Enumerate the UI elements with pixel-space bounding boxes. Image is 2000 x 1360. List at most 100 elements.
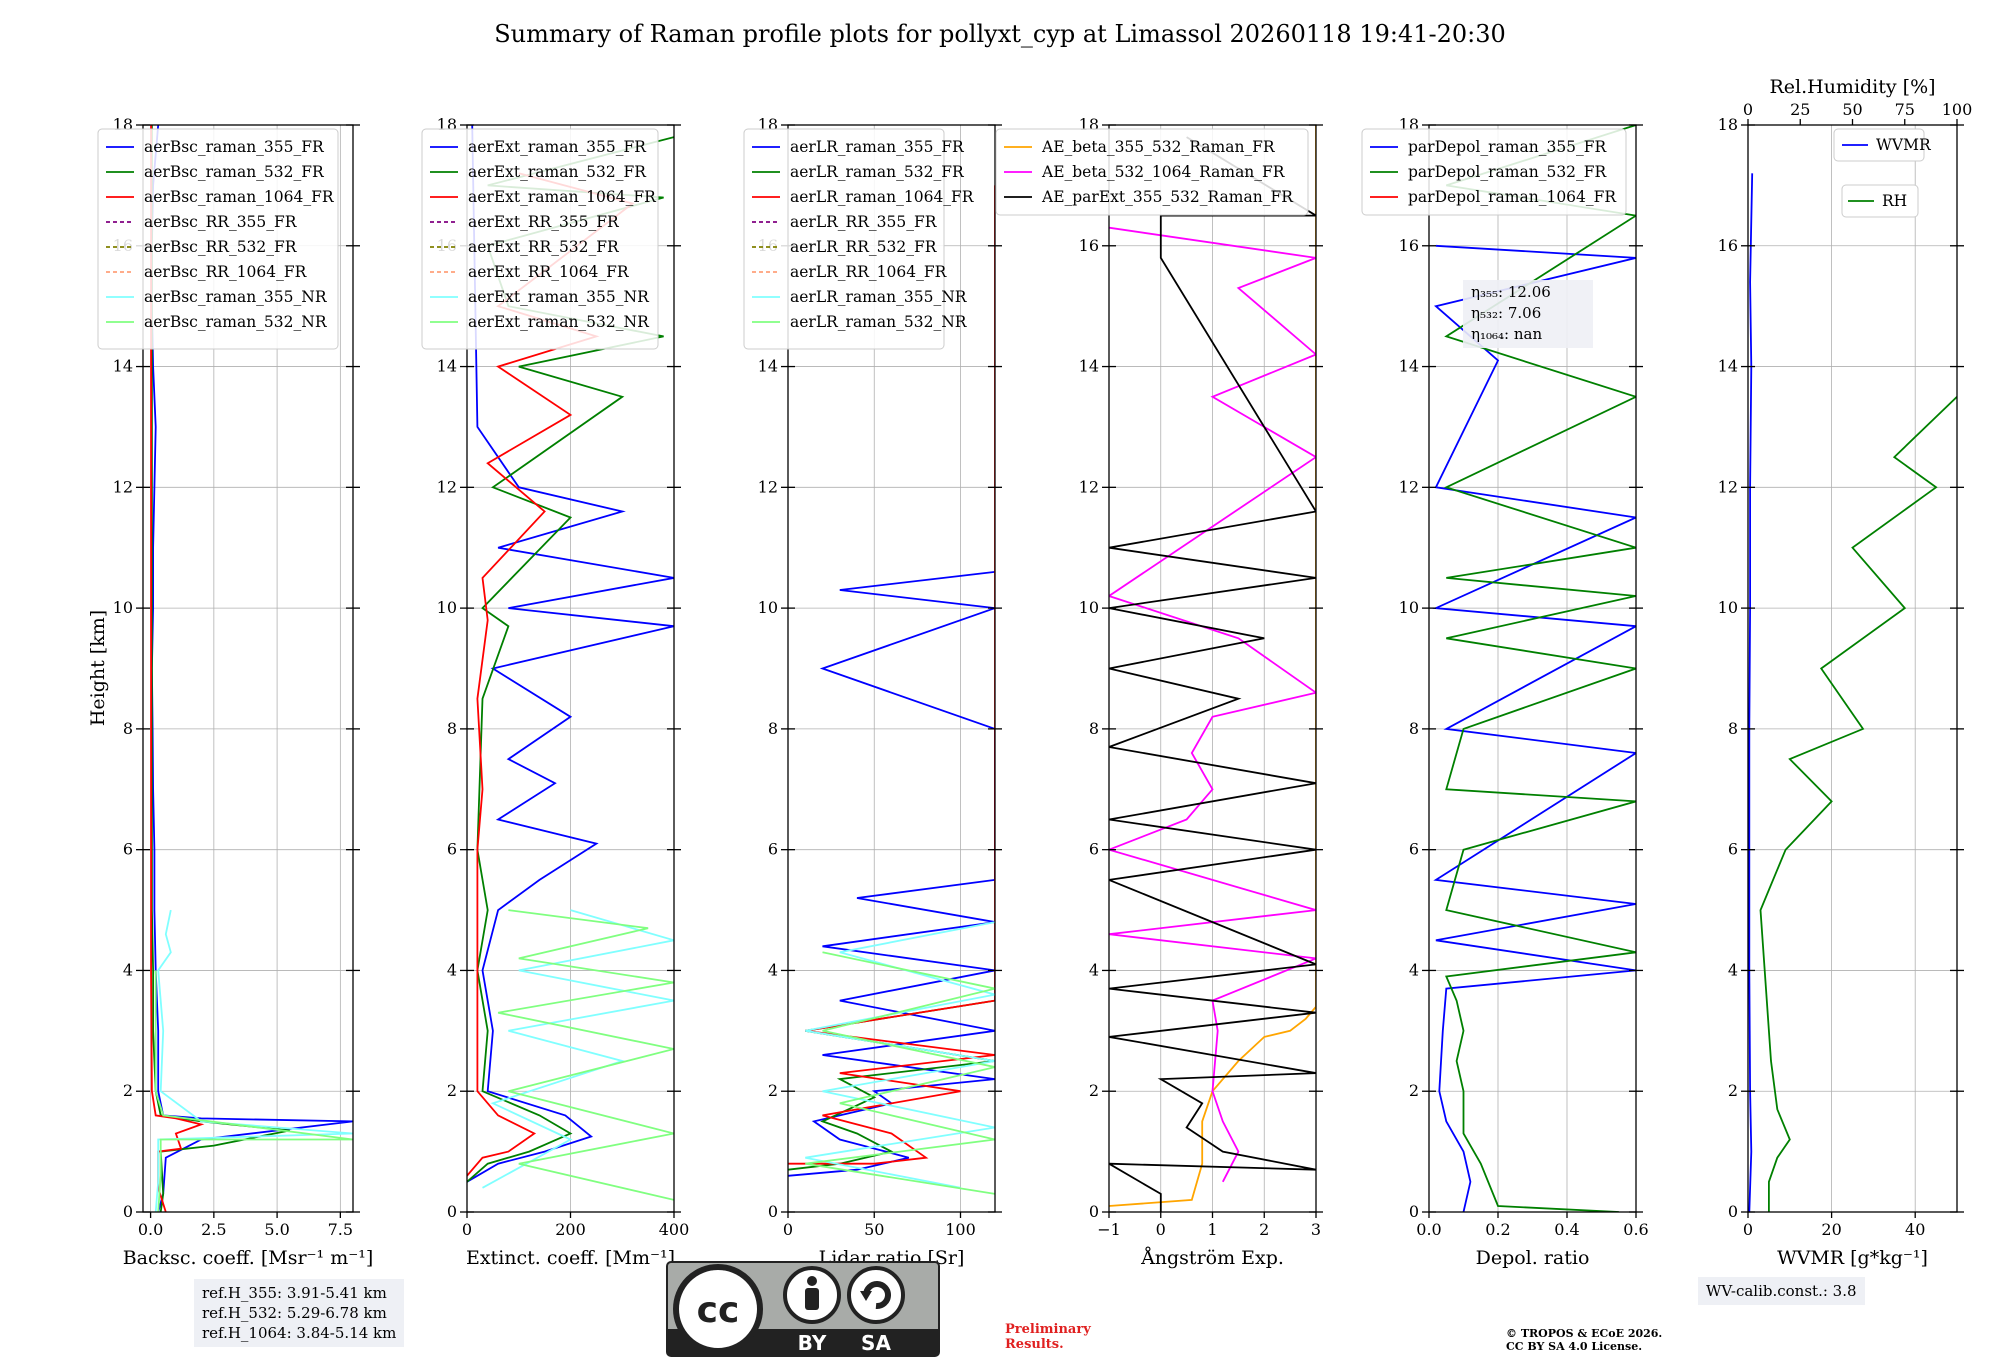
series-aerLR_raman_532_NR	[805, 951, 995, 1195]
ytick-label: 8	[768, 719, 778, 738]
xtick-label: 2.5	[201, 1220, 226, 1239]
annotation-box	[1463, 280, 1593, 348]
legend-wvmr: WVMR	[1833, 128, 1932, 162]
series-aerBsc_raman_532_NR	[154, 970, 353, 1212]
panel-wvmr: 0 2 4 6 8 10 12 14 16 18 0 20 40 WVMR [g*kg⁻¹] 0 25 50 75…	[1718, 76, 1973, 1269]
axes-frame	[787, 124, 996, 1213]
annotation-line: η₅₃₂: 7.06	[1471, 304, 1541, 322]
legend-label: aerLR_raman_532_FR	[790, 163, 965, 181]
ytick-label: 12	[1718, 477, 1738, 496]
series-AE_beta_355_532_Raman_FR	[1109, 125, 1316, 1207]
xaxis-label: WVMR [g*kg⁻¹]	[1777, 1247, 1928, 1269]
xtick-label: 1	[1207, 1220, 1217, 1239]
legend-label: aerLR_raman_355_NR	[790, 288, 968, 306]
ytick-label: 6	[1089, 840, 1099, 859]
series-RH	[1759, 396, 1957, 1212]
series-aerLR_raman_355_FR	[788, 571, 995, 1177]
x2tick-label: 100	[1942, 100, 1973, 119]
cc-by-sa-badge: cc BY SA	[666, 1261, 940, 1357]
series-aerExt_raman_355_NR	[482, 909, 674, 1189]
ytick-label: 16	[1718, 236, 1738, 255]
legend-label: RH	[1882, 192, 1907, 210]
xtick-label: 0.0	[1416, 1220, 1441, 1239]
panel-extinction: 0246810121416180200400Extinct. coeff. [M…	[421, 115, 689, 1269]
ytick-label: 2	[447, 1081, 457, 1100]
legend: AE_beta_355_532_Raman_FR AE_beta_532_1064…	[995, 128, 1309, 216]
ytick-label: 6	[1728, 840, 1738, 859]
legend-frame	[97, 128, 339, 350]
ytick-label: 10	[437, 598, 457, 617]
ytick-label: 4	[1728, 960, 1738, 979]
ytick-label: 18	[1718, 115, 1738, 134]
x2tick-label: 25	[1790, 100, 1810, 119]
series-aerExt_raman_532_NR	[497, 909, 674, 1201]
reference-height-box: ref.H_355: 3.91-5.41 km ref.H_532: 5.29-…	[194, 1279, 405, 1347]
legend-label: aerBsc_raman_532_FR	[144, 163, 325, 181]
preliminary-results-note: Preliminary Results.	[1005, 1322, 1091, 1352]
annotation-line: η₃₅₅: 12.06	[1471, 283, 1551, 301]
series-group	[788, 185, 995, 1195]
legend-frame	[1361, 128, 1627, 216]
share-alike-icon	[847, 1266, 905, 1324]
xtick-label: 0	[1156, 1220, 1166, 1239]
xtick-label: 0.0	[138, 1220, 163, 1239]
ytick-label: 12	[758, 477, 778, 496]
ytick-label: 0	[447, 1202, 457, 1221]
ytick-label: 4	[123, 960, 133, 979]
ytick-label: 4	[447, 960, 457, 979]
series-aerLR_raman_1064_FR	[788, 185, 995, 1165]
xtick-label: −1	[1097, 1220, 1121, 1239]
xtick-label: 200	[555, 1220, 586, 1239]
axes-frame	[142, 124, 354, 1213]
series-group	[150, 125, 353, 1212]
x2tick-label: 75	[1895, 100, 1915, 119]
series-WVMR	[1748, 173, 1754, 1212]
legend-label: AE_beta_355_532_Raman_FR	[1041, 138, 1276, 156]
ytick-label: 14	[1399, 357, 1419, 376]
legend-label: aerExt_raman_532_NR	[468, 313, 650, 331]
legend-label: aerLR_RR_532_FR	[790, 238, 938, 256]
ytick-label: 10	[113, 598, 133, 617]
legend-frame	[1833, 128, 1925, 162]
ref-height-1064: ref.H_1064: 3.84-5.14 km	[202, 1324, 397, 1342]
legend-label: aerExt_raman_1064_FR	[468, 188, 657, 206]
ytick-label: 0	[1409, 1202, 1419, 1221]
series-group	[1109, 125, 1316, 1212]
xtick-label: 0	[462, 1220, 472, 1239]
xtick-label: 0.6	[1623, 1220, 1648, 1239]
ytick-label: 8	[1728, 719, 1738, 738]
series-aerBsc_raman_355_NR	[154, 909, 353, 1212]
wv-calib-const: WV-calib.const.: 3.8	[1706, 1282, 1857, 1300]
xtick-label: 20	[1821, 1220, 1841, 1239]
ytick-label: 2	[1409, 1081, 1419, 1100]
ytick-label: 4	[1089, 960, 1099, 979]
ytick-label: 8	[1089, 719, 1099, 738]
ytick-label: 12	[113, 477, 133, 496]
ytick-label: 2	[1728, 1081, 1738, 1100]
legend-label: parDepol_raman_532_FR	[1408, 163, 1608, 181]
ytick-label: 12	[437, 477, 457, 496]
ytick-label: 14	[758, 357, 778, 376]
ytick-label: 16	[1399, 236, 1419, 255]
legend-frame	[743, 128, 945, 350]
ytick-label: 14	[1718, 357, 1738, 376]
axes-frame	[1747, 124, 1958, 1213]
panel-lidar_ratio: 024681012141618050100Lidar ratio [Sr]aer…	[743, 115, 1002, 1269]
xaxis-label: Extinct. coeff. [Mm⁻¹]	[466, 1247, 675, 1269]
ytick-label: 14	[437, 357, 457, 376]
legend-label: aerExt_raman_355_NR	[468, 288, 650, 306]
series-AE_parExt_355_532_Raman_FR	[1109, 136, 1316, 1212]
ytick-label: 8	[447, 719, 457, 738]
ytick-label: 0	[1089, 1202, 1099, 1221]
series-AE_beta_532_1064_Raman_FR	[1109, 226, 1316, 1183]
ytick-label: 10	[758, 598, 778, 617]
xaxis-label: Depol. ratio	[1476, 1247, 1590, 1269]
axes-frame	[1428, 124, 1637, 1213]
cc-by-label: BY	[798, 1331, 827, 1355]
figure-title: Summary of Raman profile plots for polly…	[494, 20, 1506, 48]
eta-annotation: η₃₅₅: 12.06 η₅₃₂: 7.06 η₁₀₆₄: nan	[1463, 280, 1593, 348]
legend-label: aerBsc_raman_532_NR	[144, 313, 328, 331]
